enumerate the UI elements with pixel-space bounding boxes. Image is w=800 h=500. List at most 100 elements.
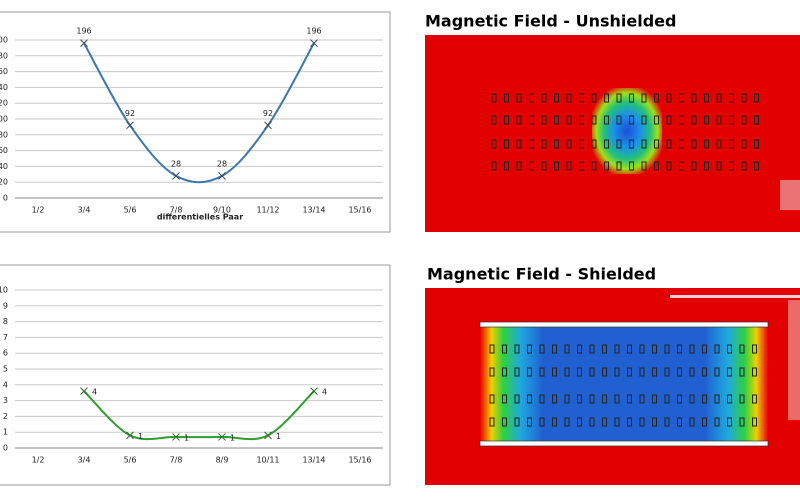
conductor xyxy=(754,139,759,149)
conductor xyxy=(552,417,557,427)
data-label: 4 xyxy=(322,388,327,397)
conductor xyxy=(691,115,697,125)
conductor xyxy=(491,139,497,149)
y-tick-label: 180 xyxy=(0,51,8,60)
x-tick-label: 11/12 xyxy=(256,206,279,215)
y-tick-label: 3 xyxy=(3,396,8,405)
point-marker xyxy=(264,431,272,440)
conductor xyxy=(554,93,559,103)
conductor xyxy=(602,394,607,404)
conductor xyxy=(641,115,647,125)
y-tick-label: 7 xyxy=(3,333,8,342)
conductor xyxy=(627,417,632,427)
conductor xyxy=(541,161,547,171)
conductor xyxy=(604,139,609,149)
conductor xyxy=(702,417,707,427)
conductor xyxy=(739,394,745,404)
conductor xyxy=(704,115,709,125)
conductor xyxy=(614,367,620,377)
conductor xyxy=(616,139,622,149)
conductor xyxy=(641,139,647,149)
conductor xyxy=(529,161,534,171)
conductor xyxy=(579,139,584,149)
conductor xyxy=(741,93,747,103)
x-tick-label: 15/16 xyxy=(348,206,371,215)
conductor xyxy=(639,367,645,377)
conductor xyxy=(591,161,597,171)
conductor xyxy=(589,344,595,354)
point-marker xyxy=(172,433,180,441)
point-marker xyxy=(218,433,226,441)
conductor xyxy=(539,394,545,404)
conductor xyxy=(754,161,759,171)
conductor xyxy=(652,344,657,354)
conductor xyxy=(639,344,645,354)
conductor xyxy=(754,115,759,125)
conductor xyxy=(627,367,632,377)
y-tick-label: 4 xyxy=(3,380,8,389)
y-tick-label: 120 xyxy=(0,99,8,108)
x-tick-label: 10/11 xyxy=(256,456,279,465)
conductor xyxy=(691,93,697,103)
point-marker xyxy=(172,172,180,180)
y-tick-label: 80 xyxy=(0,130,8,139)
conductor xyxy=(627,344,632,354)
conductor xyxy=(616,161,622,171)
conductor xyxy=(716,93,722,103)
conductor xyxy=(564,417,570,427)
conductor xyxy=(554,139,559,149)
conductor xyxy=(754,93,759,103)
conductor xyxy=(591,139,597,149)
conductor xyxy=(579,115,584,125)
conductor xyxy=(666,161,672,171)
conductor xyxy=(739,417,745,427)
x-tick-label: 5/6 xyxy=(124,206,137,215)
conductor xyxy=(566,115,572,125)
x-tick-label: 15/16 xyxy=(348,456,371,465)
conductor xyxy=(752,394,757,404)
conductor xyxy=(552,394,557,404)
conductor xyxy=(652,394,657,404)
conductor xyxy=(602,344,607,354)
data-label: 28 xyxy=(171,159,181,168)
conductor xyxy=(527,394,532,404)
conductor xyxy=(627,394,632,404)
x-tick-label: 13/14 xyxy=(302,456,325,465)
conductor xyxy=(579,161,584,171)
conductor xyxy=(541,93,547,103)
conductor xyxy=(704,139,709,149)
conductor xyxy=(539,367,545,377)
data-label: 1 xyxy=(138,432,143,441)
conductor xyxy=(516,93,522,103)
conductor xyxy=(679,93,684,103)
y-tick-label: 5 xyxy=(3,365,8,374)
panel-title: Magnetic Field - Shielded xyxy=(427,265,656,284)
conductor xyxy=(689,394,695,404)
conductor xyxy=(577,394,582,404)
series-line xyxy=(83,390,315,441)
conductor xyxy=(677,367,682,377)
conductor xyxy=(614,394,620,404)
conductor xyxy=(714,367,720,377)
conductor xyxy=(704,161,709,171)
panel-title: Magnetic Field - Unshielded xyxy=(425,12,676,31)
x-tick-label: 3/4 xyxy=(78,456,91,465)
conductor xyxy=(629,161,634,171)
series-line xyxy=(83,42,315,184)
conductor xyxy=(539,417,545,427)
y-tick-label: 60 xyxy=(0,146,8,155)
y-tick-label: 0 xyxy=(3,194,8,203)
conductor xyxy=(529,139,534,149)
conductor xyxy=(689,344,695,354)
conductor xyxy=(514,394,520,404)
conductor xyxy=(729,93,734,103)
conductor xyxy=(666,93,672,103)
conductor xyxy=(516,161,522,171)
conductor xyxy=(702,394,707,404)
conductor xyxy=(591,93,597,103)
conductor xyxy=(664,394,670,404)
point-marker xyxy=(310,39,318,48)
conductor xyxy=(654,93,659,103)
conductor xyxy=(729,115,734,125)
data-label: 92 xyxy=(125,109,135,118)
